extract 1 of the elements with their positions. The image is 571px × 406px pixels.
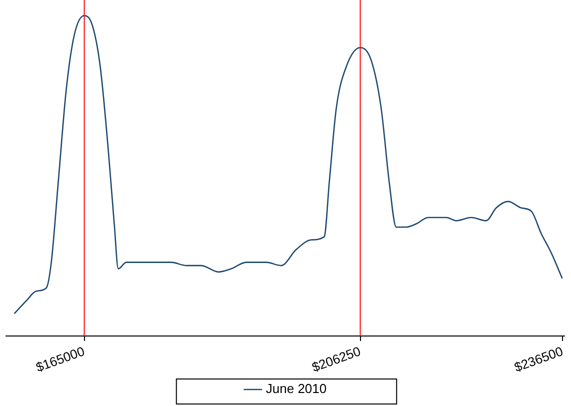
legend-label: June 2010 [266,381,327,396]
